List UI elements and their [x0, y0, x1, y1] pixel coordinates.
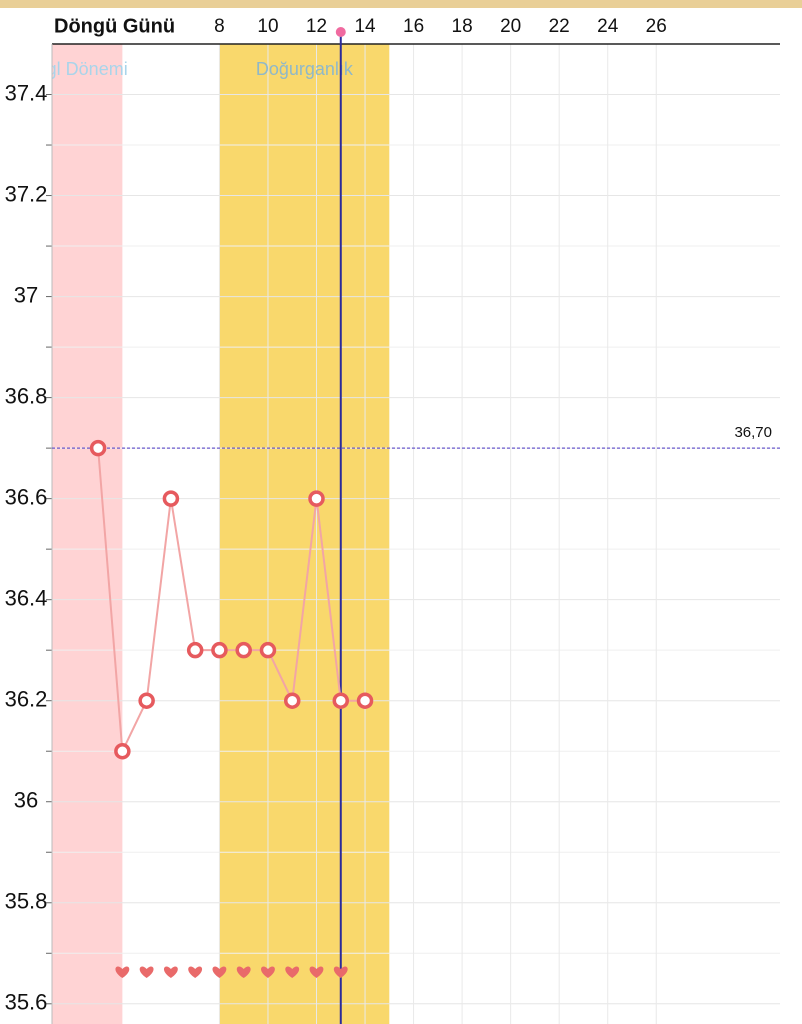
today-dot: [335, 27, 346, 37]
band: [219, 44, 390, 1024]
band-label: gl Dönemi: [47, 59, 128, 79]
data-point: [186, 641, 204, 659]
reference-label: 36,70: [734, 424, 772, 441]
y-tick-label: 35.8: [5, 889, 48, 914]
heart: [212, 966, 227, 978]
data-point: [259, 641, 277, 659]
x-axis-title: Döngü Günü: [54, 15, 175, 37]
plot-area: gl Dönemi Doğurganlık: [47, 44, 780, 1024]
data-point: [114, 742, 131, 760]
y-tick-label: 37: [14, 282, 38, 307]
heart: [261, 966, 275, 978]
x-tick-label: 26: [646, 16, 667, 37]
x-tick-label: 20: [500, 16, 521, 37]
data-point: [235, 641, 252, 659]
x-tick-label: 16: [403, 16, 424, 37]
data-point: [138, 692, 155, 709]
data-point: [308, 490, 325, 507]
y-tick-label: 36.2: [5, 687, 48, 712]
x-tick-label: 12: [306, 16, 327, 37]
heart: [236, 966, 251, 978]
band: [52, 44, 123, 1024]
y-tick-label: 37.4: [5, 80, 48, 105]
data-point: [162, 490, 180, 507]
data-point: [89, 439, 107, 457]
data-point: [332, 692, 350, 709]
data-line: [97, 448, 366, 755]
heart: [188, 966, 203, 978]
y-tick-label: 36.6: [5, 484, 48, 509]
heart: [309, 966, 324, 978]
x-tick-label: 10: [257, 16, 278, 37]
y-tick-label: 36: [14, 788, 38, 813]
y-tick-label: 36.8: [5, 383, 48, 408]
y-tick-label: 36.4: [5, 585, 48, 610]
band-label: Doğurganlık: [256, 59, 354, 79]
data-point: [356, 692, 374, 709]
data-point: [211, 641, 228, 659]
x-tick-label: 22: [549, 16, 570, 37]
heart: [285, 966, 300, 978]
heart: [139, 966, 154, 978]
heart: [163, 966, 178, 978]
y-tick-label: 35.6: [5, 990, 48, 1015]
header-background: [0, 8, 802, 44]
x-tick-label: 14: [354, 16, 376, 37]
x-tick-label: 8: [214, 16, 225, 37]
x-tick-label: 24: [597, 16, 619, 37]
data-point: [283, 692, 301, 709]
heart: [115, 966, 130, 978]
top-strip: [0, 0, 802, 8]
y-tick-label: 37.2: [5, 181, 48, 206]
heart: [333, 966, 348, 978]
x-tick-label: 18: [452, 16, 473, 37]
